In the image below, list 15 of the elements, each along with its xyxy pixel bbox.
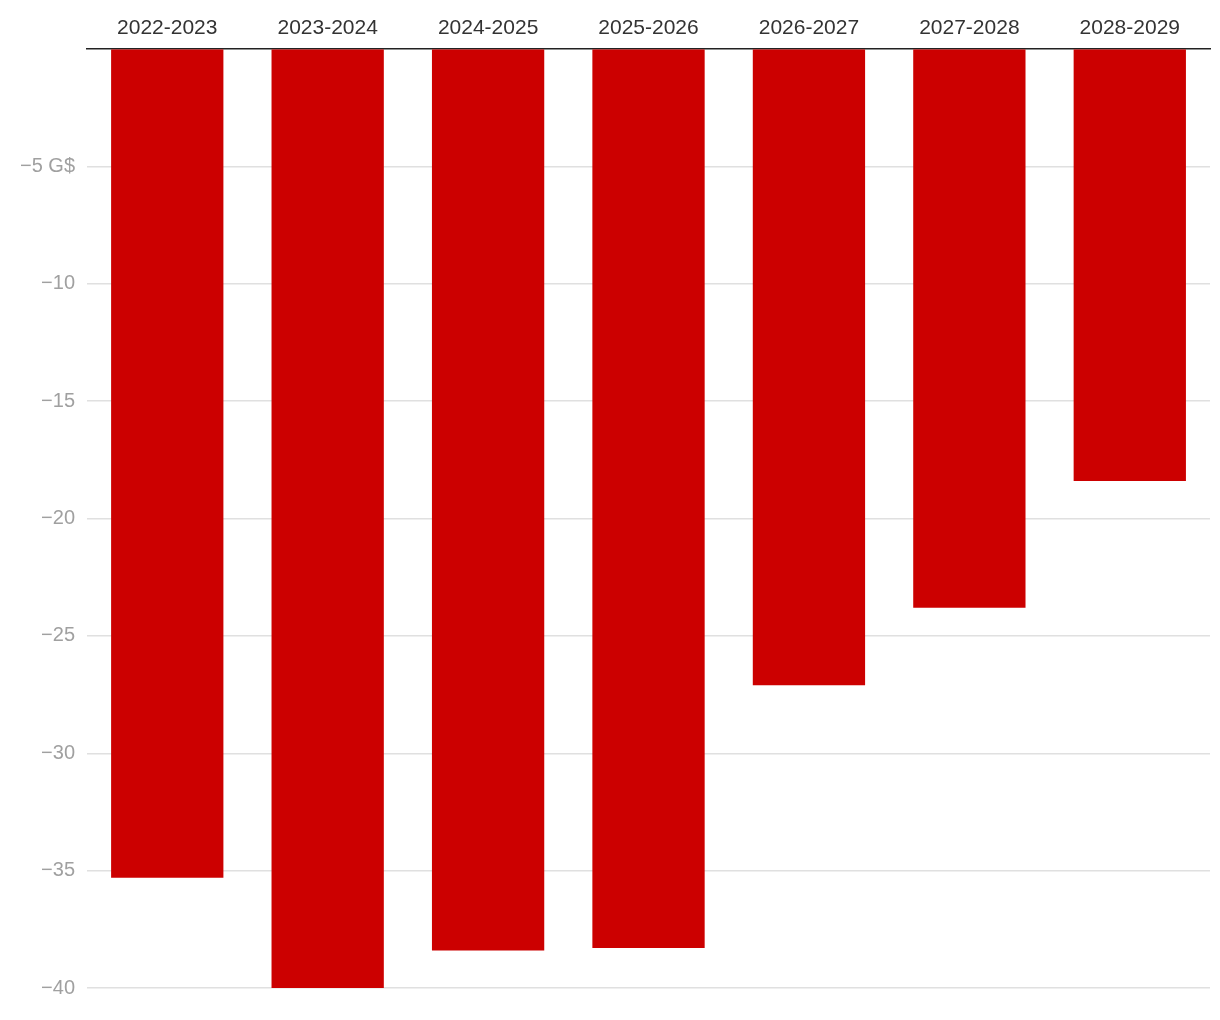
x-tick-label: 2022-2023 [117,15,218,39]
x-tick-label: 2027-2028 [919,15,1020,39]
x-tick-label: 2028-2029 [1079,15,1181,39]
y-tick-label: −25 [41,623,76,646]
y-tick-label: −15 [41,388,76,411]
x-tick-label: 2025-2026 [598,15,699,39]
y-tick-label: −40 [41,975,76,998]
y-tick-label: −20 [41,506,76,529]
y-tick-label: −35 [41,858,76,881]
y-tick-label: −30 [41,740,76,763]
x-tick-label: 2024-2025 [437,15,539,39]
x-tick-label: 2023-2024 [277,15,379,39]
x-tick-label: 2026-2027 [758,15,860,39]
y-tick-label: −5 G$ [19,154,76,177]
y-tick-label: −10 [41,271,76,294]
